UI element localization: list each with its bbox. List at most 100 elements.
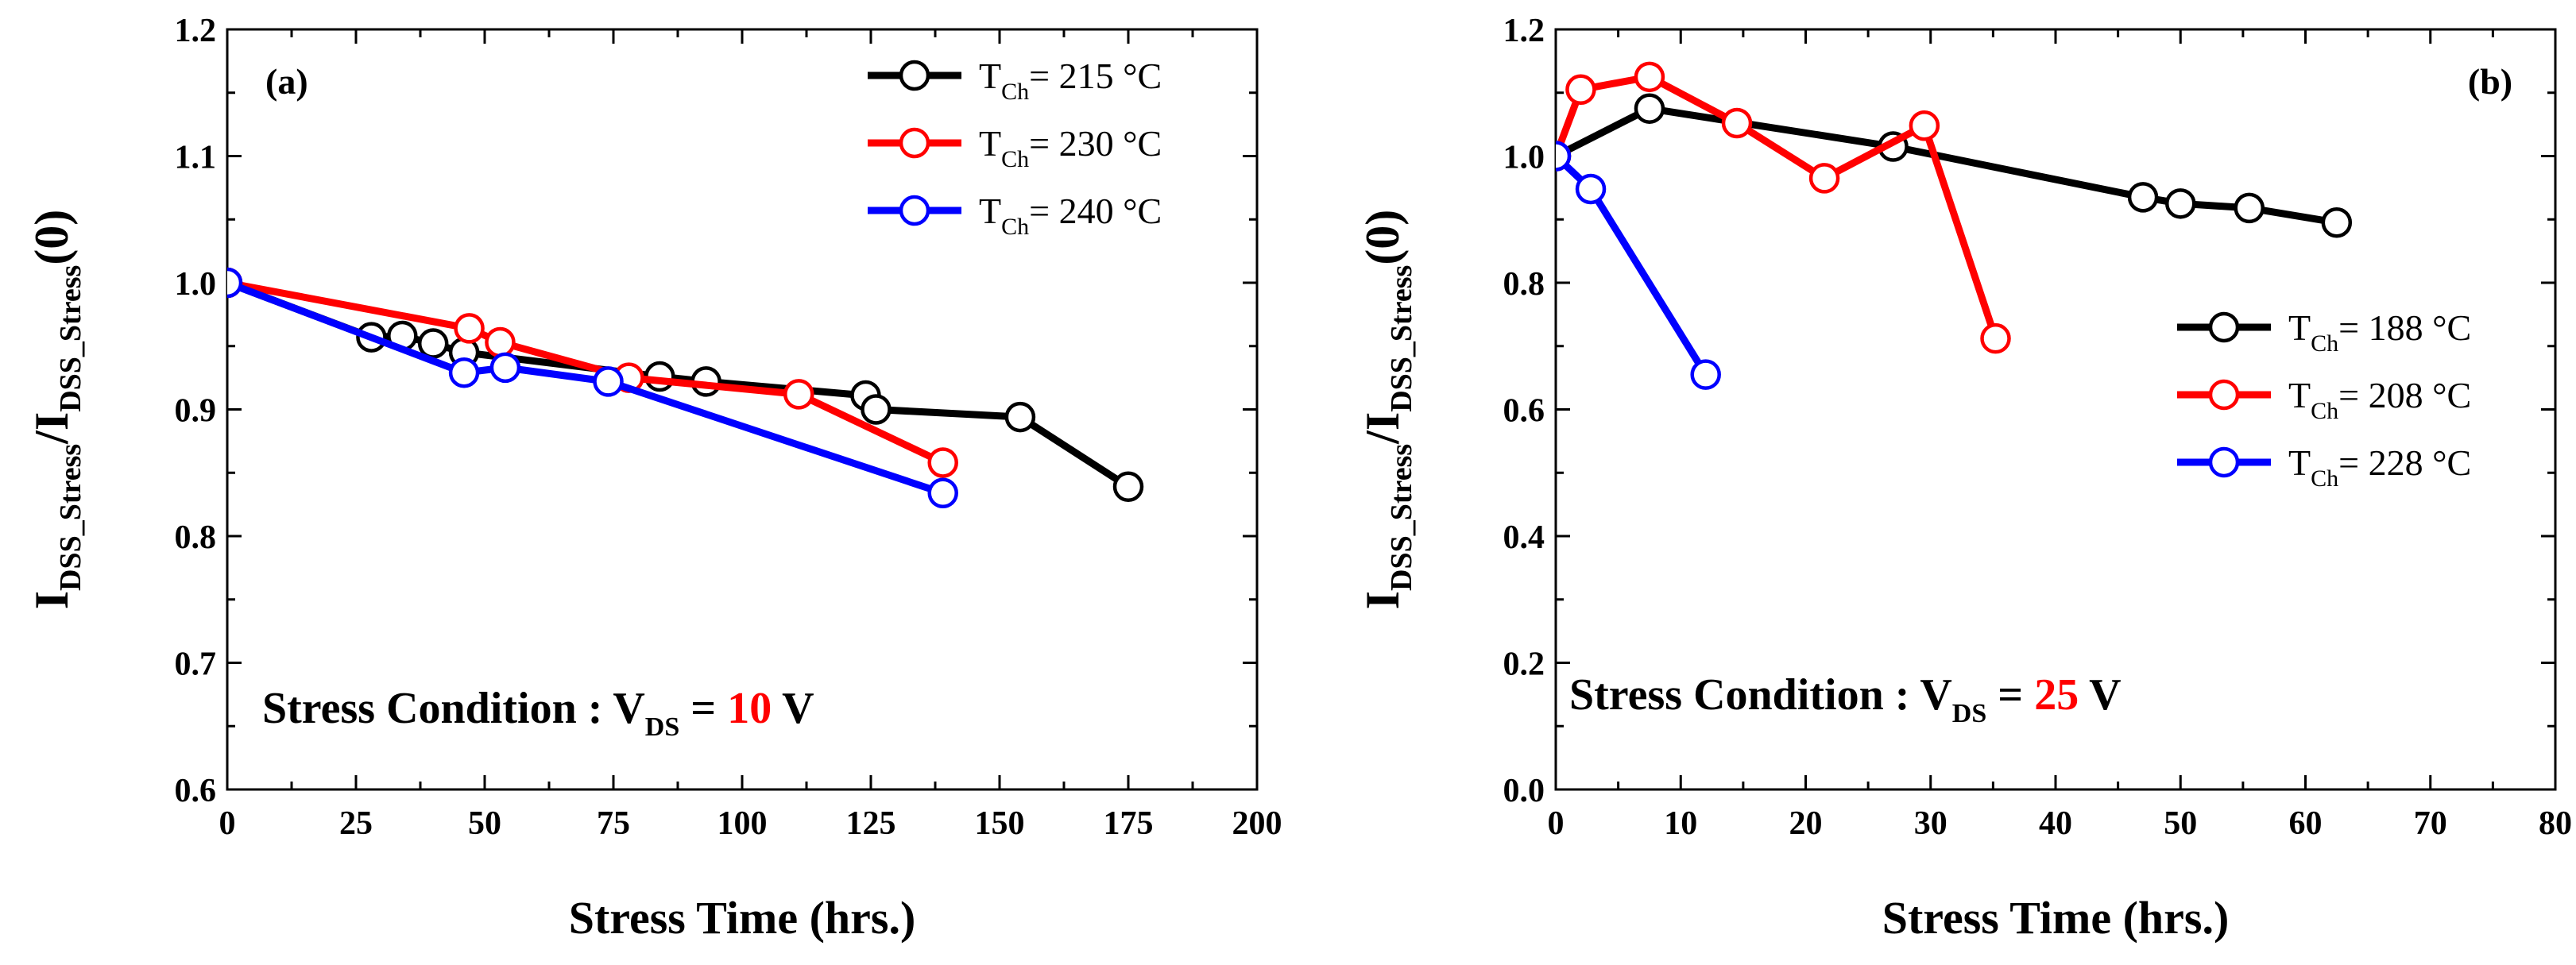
stress-condition-annotation: Stress Condition : VDS = 10 V (262, 684, 814, 742)
data-point (1004, 401, 1036, 433)
y-tick-label: 1.0 (175, 266, 217, 303)
legend-T: T (979, 56, 1001, 96)
data-point (1808, 163, 1840, 194)
legend-entry: TCh= 208 °C (2288, 375, 2471, 424)
y-tick-label: 0.7 (175, 647, 217, 683)
legend-text: = 215 °C (1029, 56, 1162, 96)
legend-marker (2208, 446, 2240, 478)
annotation-unit: V (2079, 670, 2121, 720)
legend-text: = 188 °C (2338, 307, 2471, 348)
data-point (417, 328, 449, 359)
y-label-slash: /I (1356, 412, 1409, 445)
data-point (1556, 141, 1572, 172)
legend-entry: TCh= 228 °C (2288, 442, 2471, 492)
y-label-tail: (0) (1356, 210, 1409, 265)
legend-text: = 228 °C (2338, 442, 2471, 483)
y-tick-label: 0.9 (175, 393, 217, 430)
legend-sub: Ch (2311, 330, 2338, 357)
x-tick-label: 150 (975, 805, 1025, 842)
x-tick-label: 60 (2289, 805, 2323, 842)
data-point (861, 394, 892, 425)
legend-T: T (2288, 375, 2311, 415)
legend-sub: Ch (2311, 465, 2338, 492)
legend-sub: Ch (1001, 214, 1029, 240)
series-1 (1556, 61, 2011, 354)
legend-sub: Ch (2311, 398, 2338, 424)
y-tick-label: 0.6 (175, 773, 217, 809)
x-tick-label: 25 (339, 805, 373, 842)
data-point (2321, 207, 2353, 238)
x-tick-label: 0 (219, 805, 236, 842)
annotation-value: 10 (727, 684, 772, 733)
data-point (2165, 188, 2196, 219)
x-tick-label: 70 (2414, 805, 2447, 842)
annotation-eq: = (679, 684, 727, 733)
y-tick-label: 1.1 (175, 140, 217, 176)
x-tick-label: 40 (2039, 805, 2072, 842)
x-tick-label: 10 (1664, 805, 1697, 842)
legend-marker (899, 195, 930, 226)
panel-1: 0 10 20 30 40 50 60 70 80 0.0 0.2 0.4 0.6 0.8 1.0 1.2 St… (1356, 13, 2572, 944)
series-2 (1556, 141, 1721, 390)
panel-label: (b) (2468, 61, 2512, 102)
y-tick-label: 1.0 (1503, 140, 1545, 176)
data-point (1575, 173, 1607, 205)
data-point (1634, 93, 1665, 124)
x-tick-label: 80 (2539, 805, 2572, 842)
y-tick-label: 0.4 (1503, 519, 1545, 556)
x-tick-label: 175 (1104, 805, 1154, 842)
legend-marker (2208, 379, 2240, 411)
x-tick-label: 200 (1232, 805, 1282, 842)
series-1 (227, 267, 958, 478)
x-tick-label: 30 (1914, 805, 1947, 842)
annotation-unit: V (772, 684, 814, 733)
y-tick-label: 1.2 (175, 13, 217, 49)
y-label-main: I (1356, 591, 1409, 609)
x-tick-label: 75 (597, 805, 630, 842)
data-point (1909, 110, 1940, 141)
legend-text: = 240 °C (1029, 191, 1162, 231)
series-line (1556, 105, 2338, 226)
y-label-sub1: DSS_Stress (54, 444, 87, 591)
series-0 (1556, 93, 2353, 238)
data-point (454, 313, 485, 344)
x-tick-label: 50 (2164, 805, 2197, 842)
y-label-sub1: DSS_Stress (1385, 444, 1418, 591)
annotation-value: 25 (2034, 670, 2079, 720)
annotation-sub: DS (1952, 699, 1986, 728)
y-label-slash: /I (25, 412, 78, 445)
legend-marker (2208, 311, 2240, 343)
y-tick-label: 0.8 (1503, 266, 1545, 303)
legend-marker (899, 127, 930, 159)
data-point (2234, 192, 2265, 224)
y-label-sub2: DSS_Stress (1385, 265, 1418, 412)
data-point (485, 326, 516, 358)
legend-T: T (979, 123, 1001, 164)
x-axis-label: Stress Time (hrs.) (569, 892, 916, 944)
data-point (783, 379, 814, 410)
x-tick-label: 20 (1789, 805, 1823, 842)
y-tick-label: 0.8 (175, 519, 217, 556)
data-point (1980, 322, 2011, 354)
legend-entry: TCh= 240 °C (979, 191, 1162, 240)
x-tick-label: 125 (846, 805, 896, 842)
data-point (1565, 74, 1596, 106)
series-line (227, 279, 945, 497)
annotation-eq: = (1986, 670, 2034, 720)
y-tick-label: 0.0 (1503, 773, 1545, 809)
y-tick-label: 0.2 (1503, 647, 1545, 683)
data-point (1721, 107, 1753, 139)
data-point (927, 477, 958, 509)
x-axis-label: Stress Time (hrs.) (1882, 892, 2230, 944)
legend-sub: Ch (1001, 79, 1029, 105)
stress-condition-annotation: Stress Condition : VDS = 25 V (1569, 670, 2122, 728)
legend-T: T (2288, 442, 2311, 483)
legend-T: T (979, 191, 1001, 231)
y-axis-label: IDSS_Stress/IDSS_Stress(0) (1356, 210, 1418, 610)
data-point (489, 352, 521, 384)
legend-text: = 230 °C (1029, 123, 1162, 164)
legend-marker (899, 60, 930, 91)
data-point (2127, 182, 2159, 213)
